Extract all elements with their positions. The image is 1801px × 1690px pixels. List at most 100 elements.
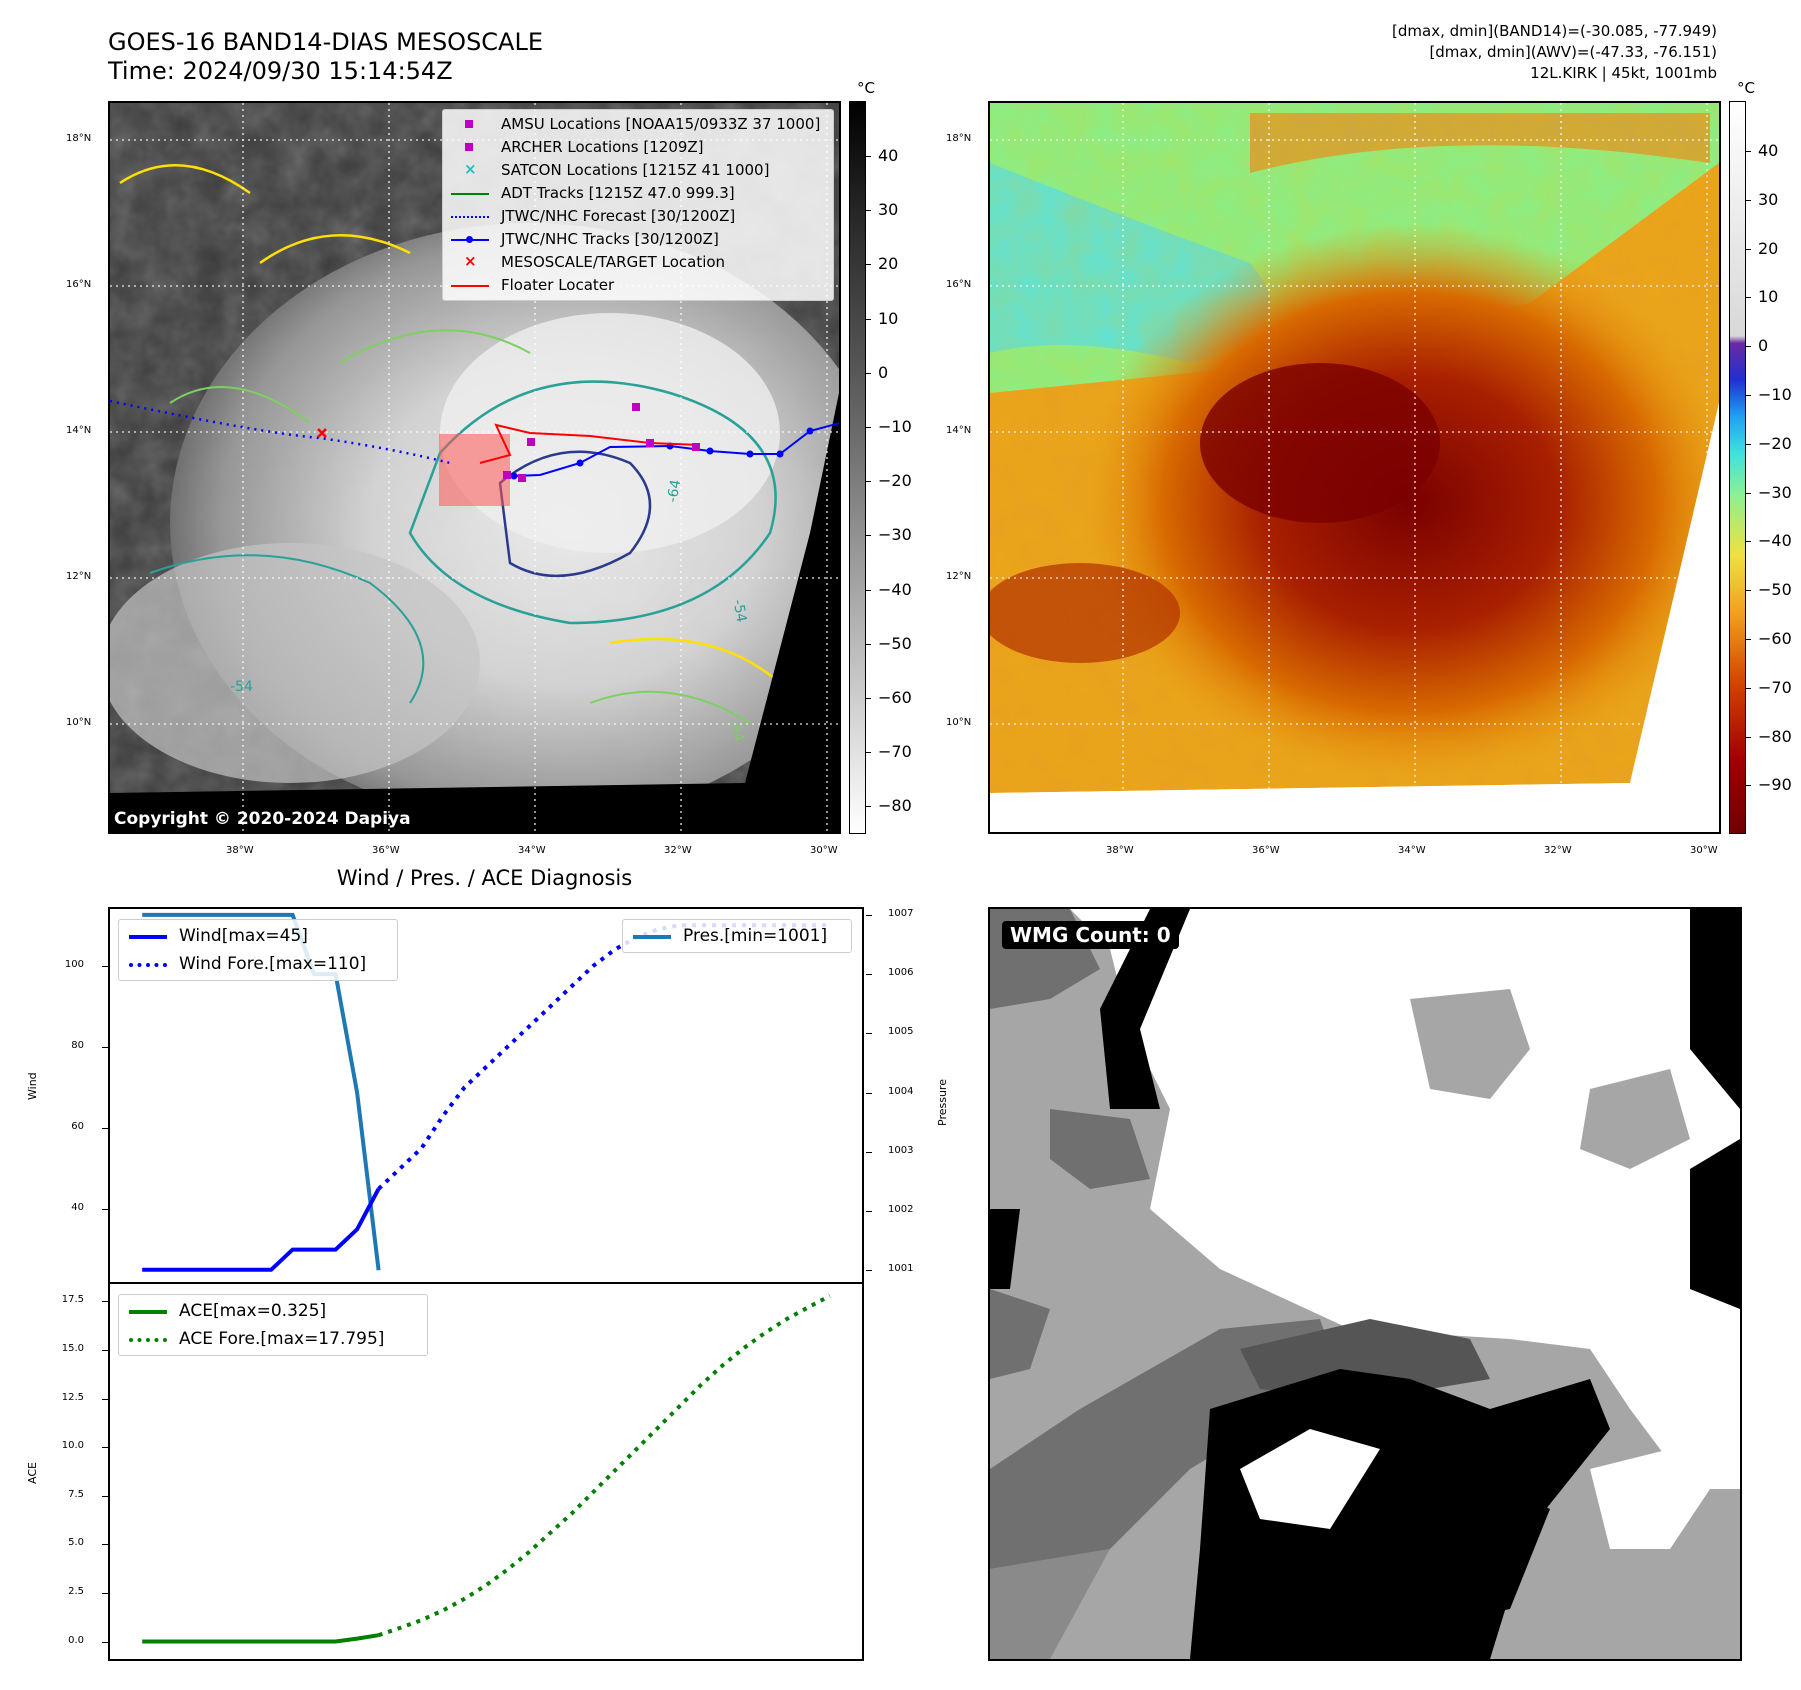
colorbar-tick-label: 40 bbox=[878, 146, 899, 165]
colorbar-tick bbox=[1746, 346, 1751, 348]
colorbar-tick bbox=[866, 806, 871, 808]
pressure-tick-label-mark bbox=[866, 1270, 872, 1272]
dotted-line-icon bbox=[127, 1329, 171, 1349]
wind-tick-label: 40 bbox=[71, 1202, 84, 1214]
ace-forecast-line bbox=[377, 1294, 831, 1638]
legend-item-forecast: JTWC/NHC Forecast [30/1200Z] bbox=[449, 206, 735, 226]
ace-axis-label: ACE bbox=[26, 1462, 39, 1484]
lon-label: 36°W bbox=[372, 845, 400, 856]
ace-tick-label: 7.5 bbox=[68, 1488, 84, 1500]
lon-label: 32°W bbox=[664, 845, 692, 856]
colorbar-tick-label: −20 bbox=[1758, 433, 1792, 453]
wind-pressure-plot: Wind[max=45] Wind Fore.[max=110] Pres.[m… bbox=[108, 907, 864, 1284]
ace-tick-label: 17.5 bbox=[61, 1294, 84, 1306]
lat-label: 18°N bbox=[66, 133, 92, 144]
wind-tick-label: 80 bbox=[71, 1039, 84, 1051]
pressure-axis-label: Pressure bbox=[936, 1079, 949, 1126]
pressure-tick-label: 1001 bbox=[888, 1263, 914, 1275]
forecast-track bbox=[110, 399, 451, 465]
colorbar-tick-label: −50 bbox=[878, 633, 912, 653]
colorbar-tick bbox=[866, 210, 871, 212]
ace-tick-label-mark bbox=[102, 1544, 108, 1546]
colorbar-tick bbox=[866, 589, 871, 591]
colorbar-tick-label: 10 bbox=[1758, 287, 1779, 307]
lon-label: 30°W bbox=[810, 845, 838, 856]
lon-label: 34°W bbox=[518, 845, 546, 856]
wind-tick-label-mark bbox=[102, 1046, 108, 1048]
colorbar-tick bbox=[866, 318, 871, 320]
wmg-image bbox=[990, 909, 1740, 1659]
map-gridlines bbox=[990, 103, 1719, 832]
copyright-text: Copyright © 2020-2024 Dapiya bbox=[114, 809, 411, 829]
colorbar-tick bbox=[1746, 639, 1751, 640]
colorbar-tick-label: −70 bbox=[1758, 677, 1792, 697]
pressure-tick-label: 1005 bbox=[888, 1026, 914, 1038]
colorbar-tick bbox=[1746, 395, 1751, 396]
colorbar-tick-label: −70 bbox=[878, 742, 912, 762]
colorbar-tick-label: −40 bbox=[1758, 531, 1792, 551]
legend-item-wind-forecast: Wind Fore.[max=110] bbox=[127, 952, 366, 976]
colorbar-tick bbox=[1746, 541, 1751, 543]
lon-label: 38°W bbox=[1106, 845, 1134, 856]
pressure-tick-label-mark bbox=[866, 1033, 872, 1035]
legend-item-tracks: JTWC/NHC Tracks [30/1200Z] bbox=[449, 229, 719, 249]
colorbar-tick bbox=[1746, 151, 1751, 152]
pressure-tick-label: 1002 bbox=[888, 1203, 914, 1215]
lat-label: 16°N bbox=[66, 279, 92, 290]
lon-label: 38°W bbox=[226, 845, 254, 856]
lon-label: 36°W bbox=[1252, 845, 1280, 856]
line-icon bbox=[631, 926, 675, 946]
line-icon bbox=[127, 926, 171, 946]
awv-map-panel bbox=[988, 101, 1721, 834]
pressure-tick-label-mark bbox=[866, 1092, 872, 1094]
pressure-legend: Pres.[min=1001] bbox=[622, 919, 852, 953]
x-marker-icon: × bbox=[464, 252, 477, 270]
dotted-line-icon bbox=[449, 206, 493, 226]
lat-label: 10°N bbox=[946, 717, 972, 728]
pressure-tick-label: 1004 bbox=[888, 1085, 914, 1097]
ace-tick-label: 10.0 bbox=[61, 1440, 84, 1452]
legend-item-satcon: × SATCON Locations [1215Z 41 1000] bbox=[449, 160, 769, 180]
ace-plot: ACE[max=0.325] ACE Fore.[max=17.795] bbox=[108, 1282, 864, 1661]
wmg-panel: WMG Count: 0 bbox=[988, 907, 1742, 1661]
colorbar-tick-label: 10 bbox=[878, 308, 899, 328]
wmg-count-badge: WMG Count: 0 bbox=[1002, 921, 1179, 949]
wind-tick-label-mark bbox=[102, 1127, 108, 1129]
colorbar-tick bbox=[866, 752, 871, 754]
info-band14: [dmax, dmin](BAND14)=(-30.085, -77.949) bbox=[1392, 22, 1717, 40]
colorbar-unit: °C bbox=[1737, 79, 1755, 97]
colorbar-tick-label: 20 bbox=[878, 254, 899, 274]
colorbar-tick-label: −60 bbox=[1758, 629, 1792, 648]
colorbar-tick-label: −90 bbox=[1758, 775, 1792, 795]
awv-colorbar bbox=[1729, 101, 1746, 834]
colorbar-tick-label: −80 bbox=[1758, 726, 1792, 746]
dotted-line-icon bbox=[127, 954, 171, 974]
ace-legend: ACE[max=0.325] ACE Fore.[max=17.795] bbox=[118, 1294, 428, 1356]
colorbar-tick bbox=[1746, 443, 1751, 445]
ace-tick-label-mark bbox=[102, 1398, 108, 1400]
chart-title: GOES-16 BAND14-DIAS MESOSCALE bbox=[108, 28, 544, 56]
wind-tick-label: 60 bbox=[71, 1120, 84, 1132]
diagnosis-title: Wind / Pres. / ACE Diagnosis bbox=[336, 866, 633, 890]
ace-tick-label-mark bbox=[102, 1350, 108, 1352]
colorbar-tick bbox=[1746, 736, 1751, 738]
colorbar-tick-label: 30 bbox=[878, 200, 899, 220]
colorbar-tick-label: −10 bbox=[1758, 385, 1792, 404]
info-storm: 12L.KIRK | 45kt, 1001mb bbox=[1530, 64, 1717, 82]
wind-line bbox=[142, 1187, 381, 1272]
ace-tick-label-mark bbox=[102, 1301, 108, 1303]
line-icon bbox=[449, 183, 493, 203]
colorbar-tick-label: −60 bbox=[878, 688, 912, 707]
colorbar-tick-label: −40 bbox=[878, 579, 912, 599]
ir-map-panel: -64 -54 -54 -54 Copyright © 2020-2024 Da… bbox=[108, 101, 841, 834]
awv-map-image bbox=[990, 103, 1719, 832]
line-icon bbox=[127, 1301, 171, 1321]
colorbar-tick bbox=[866, 643, 871, 645]
ace-tick-label-mark bbox=[102, 1495, 108, 1497]
line-dot-icon bbox=[449, 229, 493, 249]
pressure-tick-label: 1006 bbox=[888, 967, 914, 979]
colorbar-tick-label: 0 bbox=[1758, 336, 1769, 356]
lat-label: 16°N bbox=[946, 279, 972, 290]
lon-label: 34°W bbox=[1398, 845, 1426, 856]
square-marker-icon bbox=[449, 137, 493, 157]
